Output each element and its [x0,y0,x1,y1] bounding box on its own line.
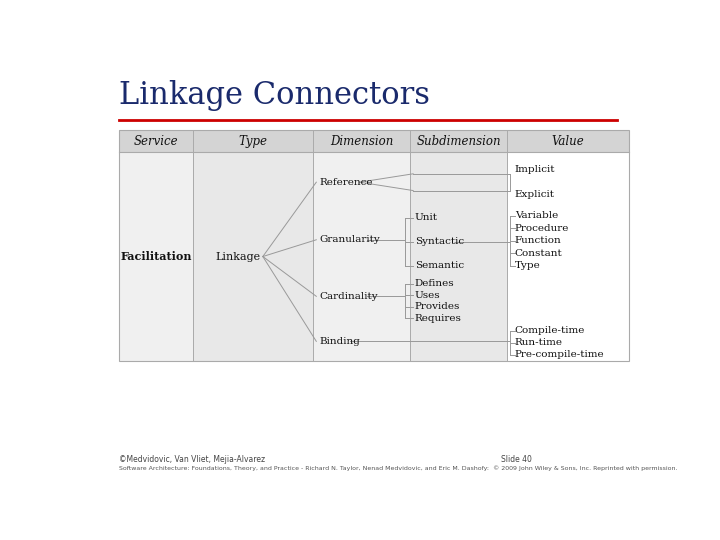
Bar [120,130,193,361]
Bar [120,130,629,152]
Text: Run-time: Run-time [515,339,563,347]
Text: Type: Type [238,134,268,147]
Text: Cardinality: Cardinality [320,292,378,301]
Bar [120,130,629,361]
Text: Explicit: Explicit [515,190,554,199]
Text: Subdimension: Subdimension [416,134,501,147]
Text: Value: Value [552,134,584,147]
Text: Type: Type [515,261,541,271]
Text: Syntactic: Syntactic [415,238,464,246]
Text: Provides: Provides [415,302,460,311]
Text: Compile-time: Compile-time [515,326,585,335]
Text: Linkage Connectors: Linkage Connectors [120,80,431,111]
Text: Implicit: Implicit [515,165,555,174]
Bar [193,130,313,361]
Text: Service: Service [134,134,179,147]
Text: Uses: Uses [415,291,441,300]
Text: ©Medvidovic, Van Vliet, Mejia-Alvarez: ©Medvidovic, Van Vliet, Mejia-Alvarez [120,455,266,464]
Text: Defines: Defines [415,279,454,288]
Text: Semantic: Semantic [415,261,464,271]
Text: Dimension: Dimension [330,134,393,147]
Text: Variable: Variable [515,211,558,220]
Text: Pre-compile-time: Pre-compile-time [515,350,604,359]
Text: Granularity: Granularity [320,235,380,244]
Text: Unit: Unit [415,213,438,222]
Text: Facilitation: Facilitation [120,251,192,262]
Text: Reference: Reference [320,178,373,187]
Text: Procedure: Procedure [515,224,569,233]
Text: Constant: Constant [515,249,562,258]
Bar [313,130,410,361]
Text: Linkage: Linkage [215,252,261,261]
Bar [410,130,507,361]
Text: Software Architecture: Foundations, Theory, and Practice - Richard N. Taylor, Ne: Software Architecture: Foundations, Theo… [120,465,678,471]
Text: Slide 40: Slide 40 [500,455,531,464]
Text: Binding: Binding [320,337,360,346]
Bar [507,130,629,361]
Text: Requires: Requires [415,314,462,323]
Text: Function: Function [515,237,562,245]
